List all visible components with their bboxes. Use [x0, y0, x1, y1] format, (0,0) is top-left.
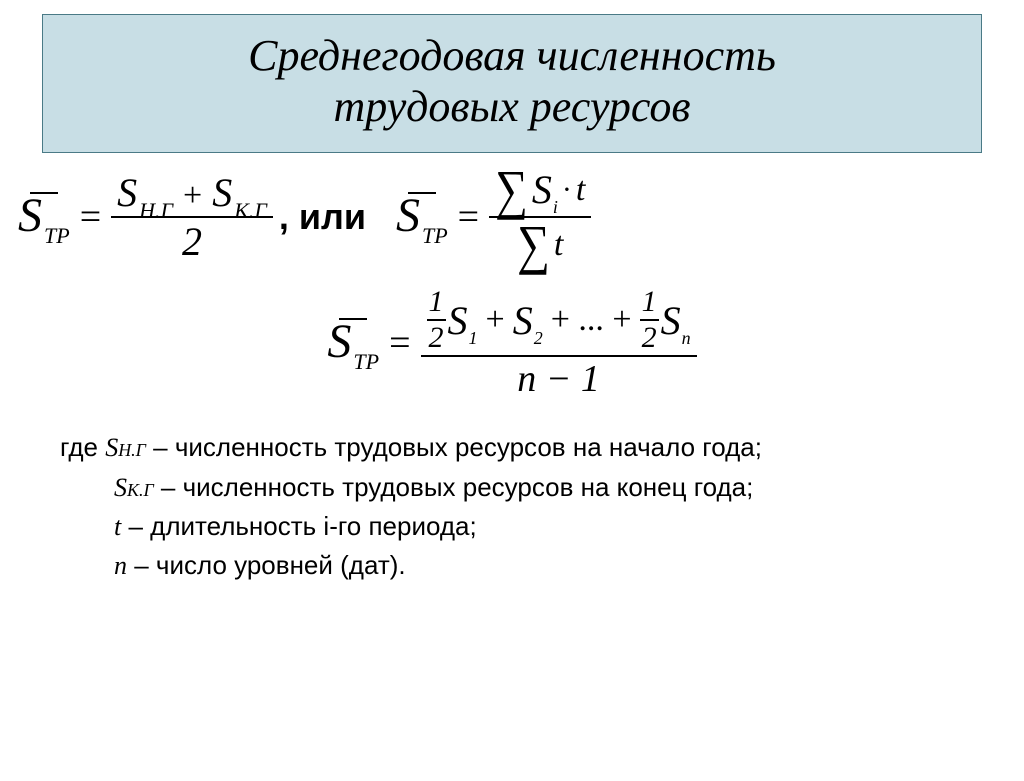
legend-row-1: где SН.Г – численность трудовых ресурсов… [60, 429, 1024, 466]
f1-Sa-sub: Н.Г [139, 198, 173, 224]
lhs3-sub: ТР [353, 349, 379, 375]
legend-s2: S [114, 473, 127, 502]
fraction-1: S Н.Г + S К.Г 2 [111, 169, 273, 265]
f1-plus: + [183, 177, 202, 215]
legend-t2: – численность трудовых ресурсов на конец… [154, 472, 754, 502]
f2-den-t: t [554, 226, 563, 264]
f2-dot: · [562, 173, 572, 207]
lhs-sbar-1: S ТР [18, 192, 70, 243]
f3-S2: S [513, 297, 533, 344]
f3-den: n − 1 [511, 357, 606, 401]
half-2: 1 2 [640, 285, 659, 355]
legend-s2-sub: К.Г [127, 480, 154, 500]
legend: где SН.Г – численность трудовых ресурсов… [60, 429, 1024, 585]
lhs-sbar-3: S ТР [327, 318, 379, 369]
f1-Sb: S [212, 169, 232, 216]
f1-Sb-sub: К.Г [234, 198, 267, 224]
f2-Si: S [532, 166, 552, 213]
f3-S2-sub: 2 [534, 328, 543, 349]
f3-dots: + ... + [551, 301, 632, 339]
formula-row-1: S ТР = S Н.Г + S К.Г 2 , или [0, 163, 1024, 271]
legend-row-4: n – число уровней (дат). [60, 547, 1024, 584]
fraction-3: 1 2 S 1 + S 2 + ... + 1 2 [421, 285, 697, 401]
lhs-sbar-2: S ТР [396, 192, 448, 243]
lhs3-S: S [327, 314, 351, 369]
f1-Sa: S [117, 169, 137, 216]
f3-S1-sub: 1 [469, 328, 478, 349]
title-line-2: трудовых ресурсов [53, 82, 971, 133]
legend-s1-sub: Н.Г [118, 440, 146, 460]
lhs2-S: S [396, 188, 420, 243]
slide-title: Среднегодовая численность трудовых ресур… [42, 14, 982, 153]
f3-Sn-sub: n [682, 328, 691, 349]
lhs-sub: ТР [44, 223, 70, 249]
f2-Si-sub: i [553, 197, 558, 218]
legend-t3: – длительность i-го периода; [121, 511, 477, 541]
f1-den: 2 [176, 218, 208, 265]
legend-row-2: SК.Г – численность трудовых ресурсов на … [60, 469, 1024, 506]
equals-1: = [80, 195, 101, 239]
legend-s1: S [105, 433, 118, 462]
legend-where: где [60, 432, 98, 462]
fraction-2: ∑ S i · t ∑ t [489, 163, 591, 271]
formulas-area: S ТР = S Н.Г + S К.Г 2 , или [0, 163, 1024, 401]
legend-t4: – число уровней (дат). [127, 550, 406, 580]
f2-t: t [576, 171, 585, 209]
half-1: 1 2 [427, 285, 446, 355]
lhs2-sub: ТР [422, 223, 448, 249]
equals-2: = [458, 195, 479, 239]
legend-row-3: t – длительность i-го периода; [60, 508, 1024, 545]
title-line-1: Среднегодовая численность [53, 31, 971, 82]
legend-t1: – численность трудовых ресурсов на начал… [146, 432, 762, 462]
formula-row-2: S ТР = 1 2 S 1 + S 2 + [0, 285, 1024, 401]
f3-Sn: S [661, 297, 681, 344]
legend-s4: n [114, 551, 127, 580]
f3-S1: S [448, 297, 468, 344]
equals-3: = [389, 321, 410, 365]
lhs-S: S [18, 188, 42, 243]
sigma-bottom: ∑ [517, 213, 550, 277]
or-text: , или [279, 196, 366, 238]
